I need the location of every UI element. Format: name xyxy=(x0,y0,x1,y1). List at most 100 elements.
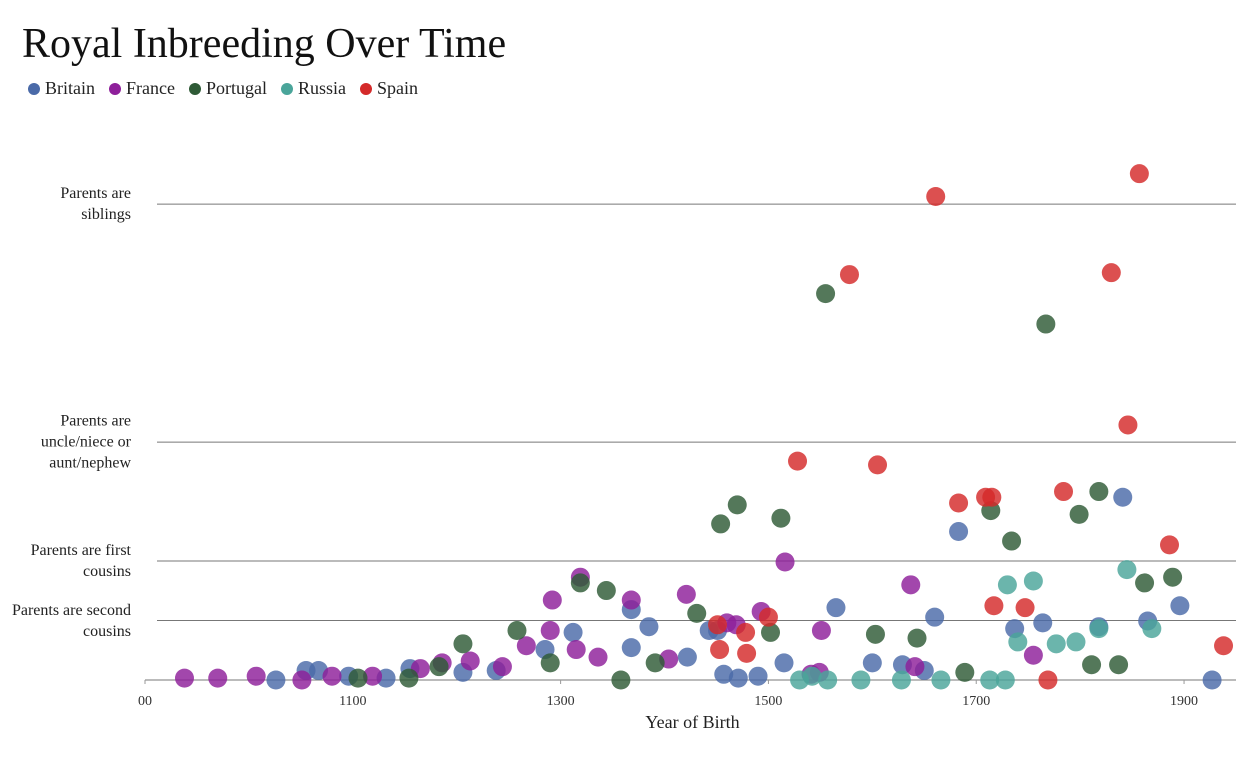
data-point xyxy=(748,666,768,686)
data-point xyxy=(931,670,951,690)
data-point xyxy=(1069,504,1089,524)
data-point xyxy=(246,666,266,686)
legend-item: Spain xyxy=(360,78,418,99)
data-point xyxy=(708,615,728,635)
x-axis-title: Year of Birth xyxy=(645,712,739,732)
data-point xyxy=(1015,598,1035,618)
x-tick-label: 1300 xyxy=(547,694,575,709)
data-point xyxy=(774,653,794,673)
data-point xyxy=(826,598,846,618)
data-point xyxy=(711,514,731,534)
legend-marker xyxy=(28,83,40,95)
data-point xyxy=(1038,670,1058,690)
data-point xyxy=(348,668,368,688)
data-point xyxy=(1135,573,1155,593)
data-point xyxy=(1163,567,1183,587)
x-tick-label: 1500 xyxy=(754,694,782,709)
data-point xyxy=(1023,645,1043,665)
data-point xyxy=(588,647,608,667)
data-point xyxy=(982,487,1002,507)
data-point xyxy=(687,603,707,623)
data-point xyxy=(728,668,748,688)
data-point xyxy=(645,653,665,673)
data-point xyxy=(266,670,286,690)
legend-item: Russia xyxy=(280,78,346,99)
data-point xyxy=(676,584,696,604)
chart-title: Royal Inbreeding Over Time xyxy=(22,21,507,67)
data-point xyxy=(322,666,342,686)
data-point xyxy=(540,621,560,641)
data-point xyxy=(1109,655,1129,675)
data-point xyxy=(1089,619,1109,639)
data-point xyxy=(865,624,885,644)
data-point xyxy=(1101,263,1121,283)
data-point xyxy=(208,668,228,688)
data-point xyxy=(492,657,512,677)
data-point xyxy=(980,670,1000,690)
data-point xyxy=(1142,619,1162,639)
data-point xyxy=(1082,655,1102,675)
legend-label: Spain xyxy=(377,78,419,98)
data-point xyxy=(1023,571,1043,591)
data-point xyxy=(363,666,383,686)
data-point xyxy=(758,607,778,627)
legend: Britain France Portugal Russia Spain xyxy=(28,78,432,99)
data-point xyxy=(811,621,831,641)
data-point xyxy=(1054,482,1074,502)
data-point xyxy=(1160,535,1180,555)
data-point xyxy=(453,634,473,654)
data-point xyxy=(1066,632,1086,652)
data-point xyxy=(639,617,659,637)
data-point xyxy=(736,622,756,642)
data-point xyxy=(292,670,312,690)
y-tick-label: Parents are second cousins xyxy=(11,601,131,640)
x-tick-label: 1700 xyxy=(962,694,990,709)
data-point xyxy=(907,628,927,648)
x-tick-label: 1900 xyxy=(1170,694,1198,709)
data-point xyxy=(1214,636,1234,656)
data-point xyxy=(868,455,888,475)
data-point xyxy=(710,640,730,660)
y-tick-label: Parents are siblings xyxy=(60,185,131,224)
legend-label: Russia xyxy=(297,78,346,98)
data-point xyxy=(901,575,921,595)
data-point xyxy=(862,653,882,673)
data-point xyxy=(851,670,871,690)
x-tick-label: 1100 xyxy=(339,694,366,709)
y-tick-label: Parents are uncle/niece or aunt/nephew xyxy=(40,412,131,472)
data-point xyxy=(566,640,586,660)
data-point xyxy=(1002,531,1022,551)
legend-marker xyxy=(188,83,201,95)
data-point xyxy=(596,581,616,601)
data-point xyxy=(174,668,194,688)
data-point xyxy=(1117,560,1137,580)
data-point xyxy=(816,284,836,304)
data-point xyxy=(727,495,747,515)
data-point xyxy=(621,638,641,658)
data-point xyxy=(891,670,911,690)
x-tick-label: 00 xyxy=(138,694,152,709)
data-point xyxy=(542,590,562,610)
legend-item: Portugal xyxy=(188,78,267,99)
data-point xyxy=(788,451,808,471)
legend-item: Britain xyxy=(28,78,95,99)
data-point xyxy=(570,573,590,593)
legend-label: Portugal xyxy=(205,78,267,98)
data-point xyxy=(563,622,583,642)
data-point xyxy=(1036,314,1056,334)
data-point xyxy=(429,657,449,677)
data-point xyxy=(771,508,791,528)
data-point xyxy=(1033,613,1053,633)
data-point xyxy=(399,668,419,688)
data-point xyxy=(460,651,480,671)
data-point xyxy=(761,622,781,642)
data-point xyxy=(507,621,527,641)
data-point xyxy=(611,670,631,690)
data-point xyxy=(818,670,838,690)
data-point xyxy=(802,666,822,686)
legend-label: France xyxy=(126,78,175,98)
data-point xyxy=(1008,632,1028,652)
data-point xyxy=(955,662,975,682)
